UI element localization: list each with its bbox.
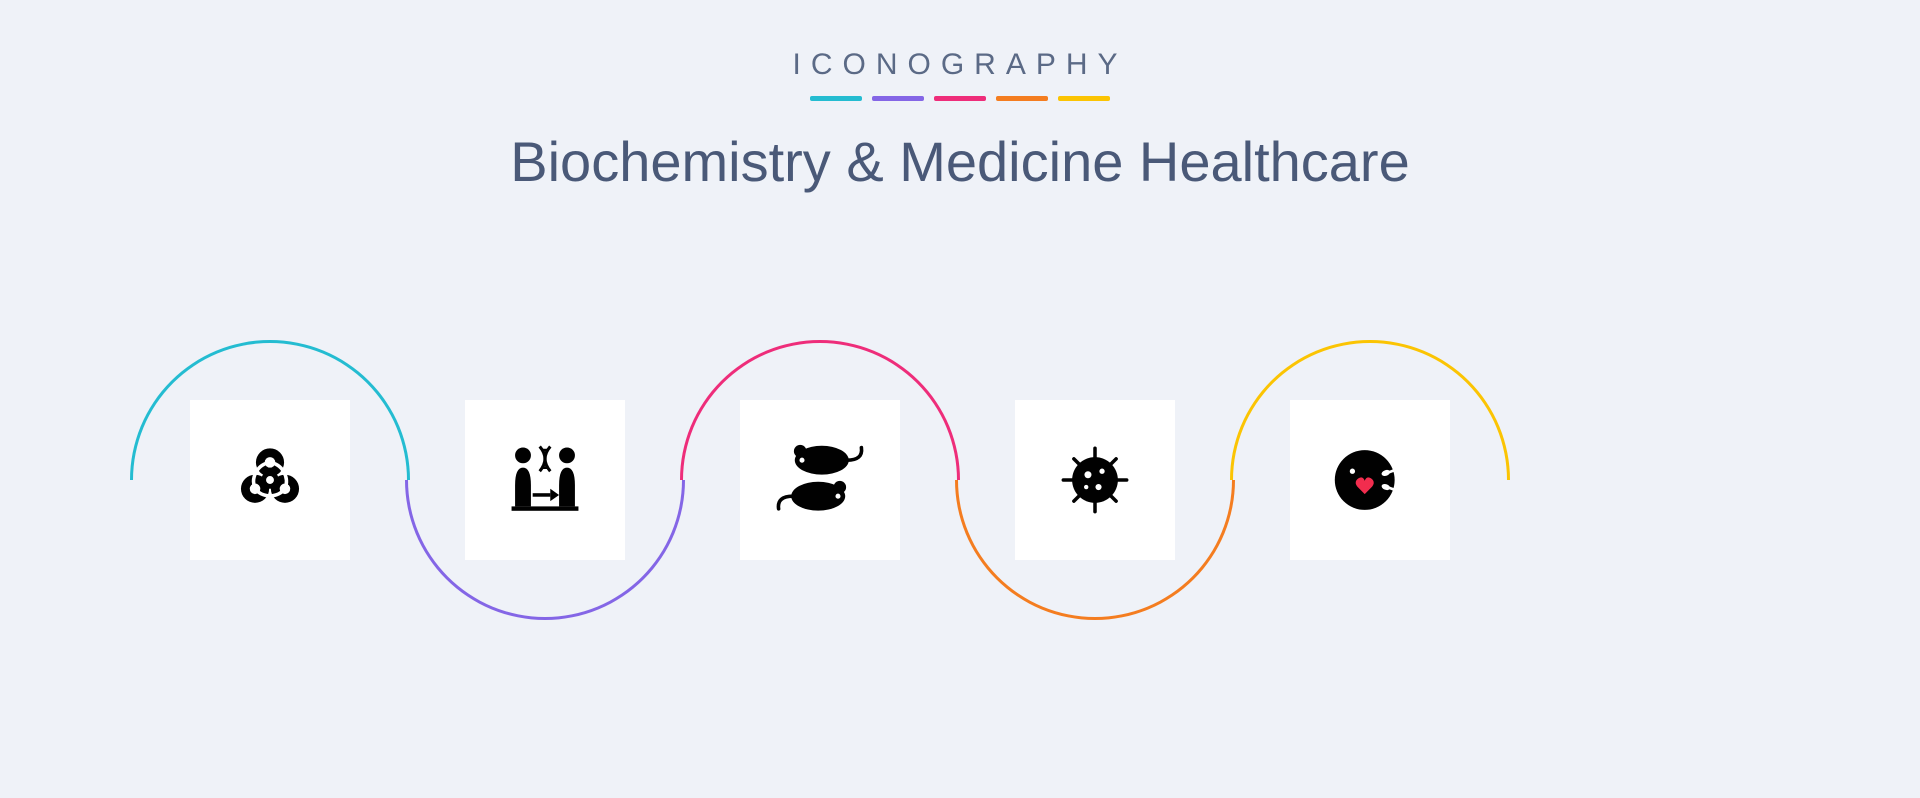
virus-icon bbox=[1051, 436, 1139, 524]
icon-tile bbox=[1015, 400, 1175, 560]
icon-tile bbox=[1290, 400, 1450, 560]
icon-tile bbox=[190, 400, 350, 560]
biohazard-icon bbox=[226, 436, 314, 524]
icon-tile bbox=[465, 400, 625, 560]
icon-stage bbox=[0, 0, 1920, 798]
icon-tile bbox=[740, 400, 900, 560]
dna-transfer-icon bbox=[501, 436, 589, 524]
lab-mice-icon bbox=[775, 435, 865, 525]
fertilization-icon bbox=[1326, 436, 1414, 524]
